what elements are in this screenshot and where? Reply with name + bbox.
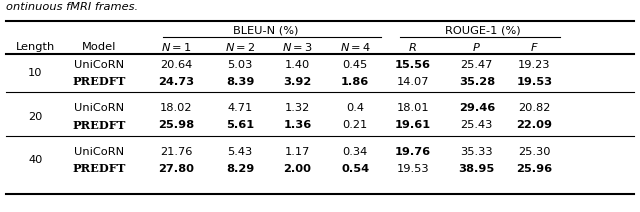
Text: 0.4: 0.4 <box>346 103 364 113</box>
Text: 19.61: 19.61 <box>395 120 431 130</box>
Text: ROUGE-1 (%): ROUGE-1 (%) <box>445 26 521 36</box>
Text: 22.09: 22.09 <box>516 120 552 130</box>
Text: 29.46: 29.46 <box>459 103 495 113</box>
Text: 0.45: 0.45 <box>342 60 368 70</box>
Text: PREDFT: PREDFT <box>72 163 126 174</box>
Text: 3.92: 3.92 <box>284 77 312 87</box>
Text: 1.36: 1.36 <box>284 120 312 130</box>
Text: $N=2$: $N=2$ <box>225 41 255 53</box>
Text: 1.86: 1.86 <box>341 77 369 87</box>
Text: 0.34: 0.34 <box>342 146 368 157</box>
Text: Length: Length <box>15 42 55 52</box>
Text: 40: 40 <box>28 155 42 165</box>
Text: 0.54: 0.54 <box>341 163 369 174</box>
Text: 27.80: 27.80 <box>158 163 194 174</box>
Text: 25.98: 25.98 <box>158 120 194 130</box>
Text: 4.71: 4.71 <box>227 103 253 113</box>
Text: 14.07: 14.07 <box>397 77 429 87</box>
Text: 18.02: 18.02 <box>160 103 192 113</box>
Text: 8.39: 8.39 <box>226 77 254 87</box>
Text: 15.56: 15.56 <box>395 60 431 70</box>
Text: 5.03: 5.03 <box>227 60 253 70</box>
Text: $N=4$: $N=4$ <box>340 41 371 53</box>
Text: 20.82: 20.82 <box>518 103 550 113</box>
Text: 35.28: 35.28 <box>459 77 495 87</box>
Text: $R$: $R$ <box>408 41 417 53</box>
Text: Model: Model <box>82 42 116 52</box>
Text: 5.61: 5.61 <box>226 120 254 130</box>
Text: 10: 10 <box>28 68 42 78</box>
Text: PREDFT: PREDFT <box>72 120 126 131</box>
Text: $N=1$: $N=1$ <box>161 41 191 53</box>
Text: UniCoRN: UniCoRN <box>74 60 124 70</box>
Text: 19.23: 19.23 <box>518 60 550 70</box>
Text: PREDFT: PREDFT <box>72 76 126 87</box>
Text: 19.76: 19.76 <box>395 146 431 157</box>
Text: UniCoRN: UniCoRN <box>74 103 124 113</box>
Text: 20.64: 20.64 <box>160 60 192 70</box>
Text: 25.96: 25.96 <box>516 163 552 174</box>
Text: 1.40: 1.40 <box>285 60 310 70</box>
Text: 25.30: 25.30 <box>518 146 550 157</box>
Text: 35.33: 35.33 <box>461 146 493 157</box>
Text: 21.76: 21.76 <box>160 146 192 157</box>
Text: 0.21: 0.21 <box>342 120 368 130</box>
Text: UniCoRN: UniCoRN <box>74 146 124 157</box>
Text: $F$: $F$ <box>530 41 539 53</box>
Text: 25.43: 25.43 <box>461 120 493 130</box>
Text: $N=3$: $N=3$ <box>282 41 313 53</box>
Text: 1.32: 1.32 <box>285 103 310 113</box>
Text: $P$: $P$ <box>472 41 481 53</box>
Text: 19.53: 19.53 <box>397 163 429 174</box>
Text: 38.95: 38.95 <box>459 163 495 174</box>
Text: 1.17: 1.17 <box>285 146 310 157</box>
Text: 18.01: 18.01 <box>397 103 429 113</box>
Text: 2.00: 2.00 <box>284 163 312 174</box>
Text: 8.29: 8.29 <box>226 163 254 174</box>
Text: 24.73: 24.73 <box>158 77 194 87</box>
Text: 25.47: 25.47 <box>461 60 493 70</box>
Text: 19.53: 19.53 <box>516 77 552 87</box>
Text: 5.43: 5.43 <box>227 146 253 157</box>
Text: 20: 20 <box>28 112 42 122</box>
Text: ontinuous fMRI frames.: ontinuous fMRI frames. <box>6 2 138 12</box>
Text: BLEU-N (%): BLEU-N (%) <box>233 26 298 36</box>
